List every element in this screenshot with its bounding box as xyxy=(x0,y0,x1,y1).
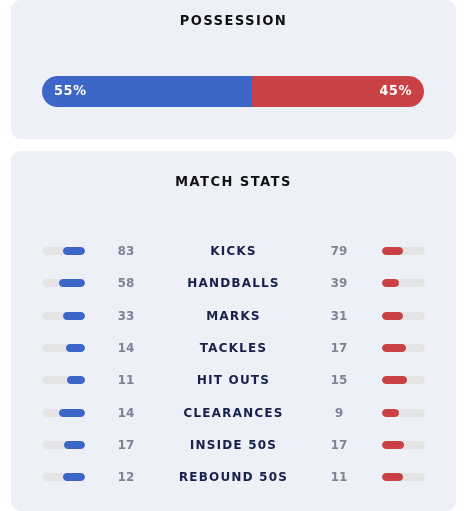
home-value: 58 xyxy=(117,276,135,291)
away-value: 17 xyxy=(330,340,348,355)
stat-label: MARKS xyxy=(206,308,261,323)
home-value: 83 xyxy=(117,244,135,258)
home-value: 17 xyxy=(117,437,135,452)
possession-bar: 55% 45% xyxy=(42,76,424,107)
home-bar xyxy=(62,247,85,255)
away-track xyxy=(382,408,425,417)
stats-card: MATCH STATS 83 KICKS 79 58 HANDBALLS 39 33 MARK… xyxy=(11,151,456,511)
away-track xyxy=(382,440,425,449)
home-value: 14 xyxy=(117,340,135,355)
possession-segment: 55% xyxy=(42,76,253,107)
stat-row: 12 REBOUND 50S 11 xyxy=(11,467,456,487)
away-value: 15 xyxy=(330,373,348,388)
stat-label: CLEARANCES xyxy=(183,405,284,420)
away-track xyxy=(382,311,425,320)
away-track xyxy=(382,279,425,288)
home-bar xyxy=(62,311,85,320)
stat-row: 83 KICKS 79 xyxy=(11,241,456,261)
away-track xyxy=(382,247,425,255)
stat-label: KICKS xyxy=(210,244,257,258)
stat-label: HIT OUTS xyxy=(196,373,271,388)
home-track xyxy=(42,408,85,417)
away-track xyxy=(382,473,425,482)
stat-label: HANDBALLS xyxy=(187,276,280,291)
stat-row: 33 MARKS 31 xyxy=(11,306,456,326)
home-bar xyxy=(63,440,85,449)
away-bar xyxy=(382,311,403,320)
home-value: 12 xyxy=(117,470,135,485)
home-bar xyxy=(66,376,85,385)
stat-row: 17 INSIDE 50S 17 xyxy=(11,435,456,455)
possession-title: POSSESSION xyxy=(179,14,288,29)
away-value: 39 xyxy=(330,276,348,291)
away-track xyxy=(382,376,425,385)
stat-label: REBOUND 50S xyxy=(178,470,289,485)
possession-card: POSSESSION 55% 45% xyxy=(11,0,456,139)
stat-row: 14 CLEARANCES 9 xyxy=(11,403,456,423)
away-bar xyxy=(382,408,399,417)
stat-label: TACKLES xyxy=(199,340,268,355)
home-track xyxy=(42,311,85,320)
home-bar xyxy=(58,408,85,417)
home-value: 33 xyxy=(117,308,135,323)
stat-row: 11 HIT OUTS 15 xyxy=(11,370,456,390)
away-value: 11 xyxy=(330,470,348,485)
away-value: 79 xyxy=(330,244,348,258)
home-bar xyxy=(65,343,85,352)
home-track xyxy=(42,440,85,449)
away-bar xyxy=(382,247,403,255)
stat-row: 58 HANDBALLS 39 xyxy=(11,273,456,293)
home-track xyxy=(42,343,85,352)
away-bar xyxy=(382,376,407,385)
home-value: 14 xyxy=(117,405,135,420)
away-track xyxy=(382,343,425,352)
home-track xyxy=(42,376,85,385)
stat-label: INSIDE 50S xyxy=(189,437,278,452)
away-bar xyxy=(382,279,400,288)
away-value: 9 xyxy=(334,405,344,420)
home-track xyxy=(42,247,85,255)
stats-title: MATCH STATS xyxy=(175,175,292,190)
home-track xyxy=(42,473,85,482)
away-bar xyxy=(382,343,406,352)
away-value: 31 xyxy=(330,308,348,323)
away-value: 17 xyxy=(330,437,348,452)
away-bar xyxy=(382,440,404,449)
possession-segment: 45% xyxy=(252,76,424,107)
home-value: 11 xyxy=(117,373,135,388)
page: POSSESSION 55% 45% MATCH STATS 83 KICKS 79 5… xyxy=(11,0,456,511)
stat-row: 14 TACKLES 17 xyxy=(11,338,456,358)
home-track xyxy=(42,279,85,288)
home-bar xyxy=(59,279,85,288)
home-bar xyxy=(62,473,85,482)
away-bar xyxy=(382,473,403,482)
